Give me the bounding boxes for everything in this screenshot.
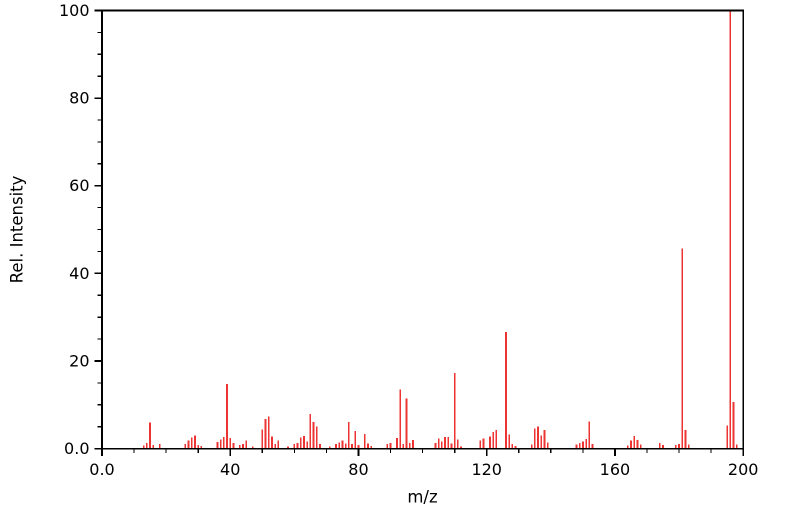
x-tick-label-120: 120	[471, 460, 502, 479]
tick-labels: 0.0 40 80 120 160 200 0.0 20 40 60 80 100	[59, 1, 759, 479]
x-tick-label-40: 40	[220, 460, 240, 479]
y-tick-label-40: 40	[69, 264, 89, 283]
x-tick-label-80: 80	[348, 460, 368, 479]
x-tick-label-160: 160	[600, 460, 631, 479]
spectrum-bars	[142, 10, 738, 448]
y-axis-label: Rel. Intensity	[8, 175, 27, 283]
y-tick-label-60: 60	[69, 176, 89, 195]
y-tick-label-20: 20	[69, 351, 89, 370]
axes-frame	[101, 9, 745, 450]
x-tick-label-0.0: 0.0	[89, 460, 114, 479]
axis-ticks	[94, 9, 745, 457]
plot-frame	[101, 9, 745, 450]
y-tick-label-0.0: 0.0	[64, 439, 89, 458]
y-tick-label-100: 100	[59, 1, 90, 20]
x-axis-label: m/z	[407, 488, 437, 507]
x-tick-label-200: 200	[728, 460, 759, 479]
y-tick-label-80: 80	[69, 89, 89, 108]
